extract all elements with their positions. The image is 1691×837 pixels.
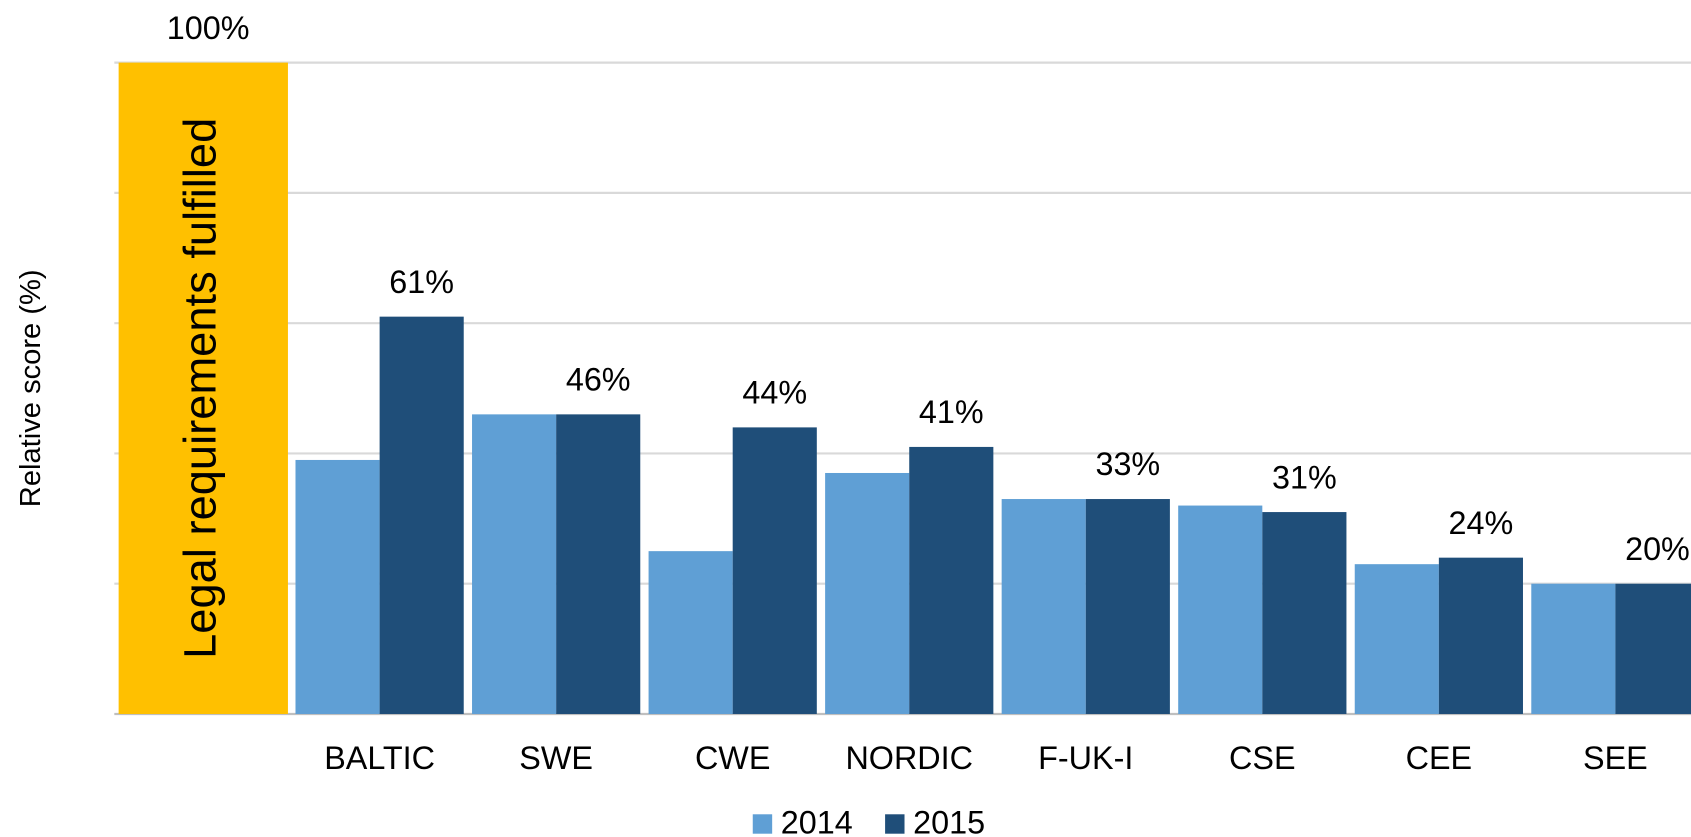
data-label: 31% (1272, 459, 1337, 495)
bar (1615, 583, 1691, 714)
legend-label: 2015 (913, 805, 985, 837)
x-tick-label: SEE (1583, 740, 1648, 776)
legend-label: 2014 (781, 805, 853, 837)
x-tick-label: BALTIC (324, 740, 435, 776)
bar (825, 472, 910, 714)
bar (732, 427, 817, 714)
data-label: 46% (566, 362, 631, 398)
bar (379, 316, 464, 714)
bar (1178, 505, 1263, 714)
x-tick-label: CWE (695, 740, 770, 776)
legend-swatch (752, 814, 773, 834)
bar (1354, 564, 1439, 714)
x-tick-label: CSE (1229, 740, 1296, 776)
data-label: 41% (919, 394, 984, 430)
bar (648, 551, 733, 714)
bar (1001, 499, 1086, 714)
bar (909, 446, 994, 714)
x-tick-label: F-UK-I (1038, 740, 1133, 776)
bar (1262, 512, 1347, 714)
y-axis-label: Relative score (%) (15, 269, 47, 507)
bar (1085, 499, 1170, 714)
bar (1531, 583, 1616, 714)
bar (1438, 557, 1523, 714)
data-label: 61% (389, 264, 454, 300)
reference-bar (118, 62, 288, 714)
data-label: 20% (1625, 531, 1690, 567)
x-tick-label: SWE (519, 740, 593, 776)
x-tick-label: CEE (1406, 740, 1473, 776)
data-label: 33% (1095, 446, 1160, 482)
x-tick-label: NORDIC (845, 740, 973, 776)
legend-swatch (885, 814, 905, 834)
bar (295, 459, 380, 714)
data-label: 24% (1449, 505, 1514, 541)
data-label: 44% (742, 375, 807, 411)
bar (556, 414, 641, 714)
reference-value-label: 100% (167, 10, 250, 46)
bar (472, 414, 557, 714)
reference-bar-label: Legal requirements fulfilled (174, 118, 225, 659)
